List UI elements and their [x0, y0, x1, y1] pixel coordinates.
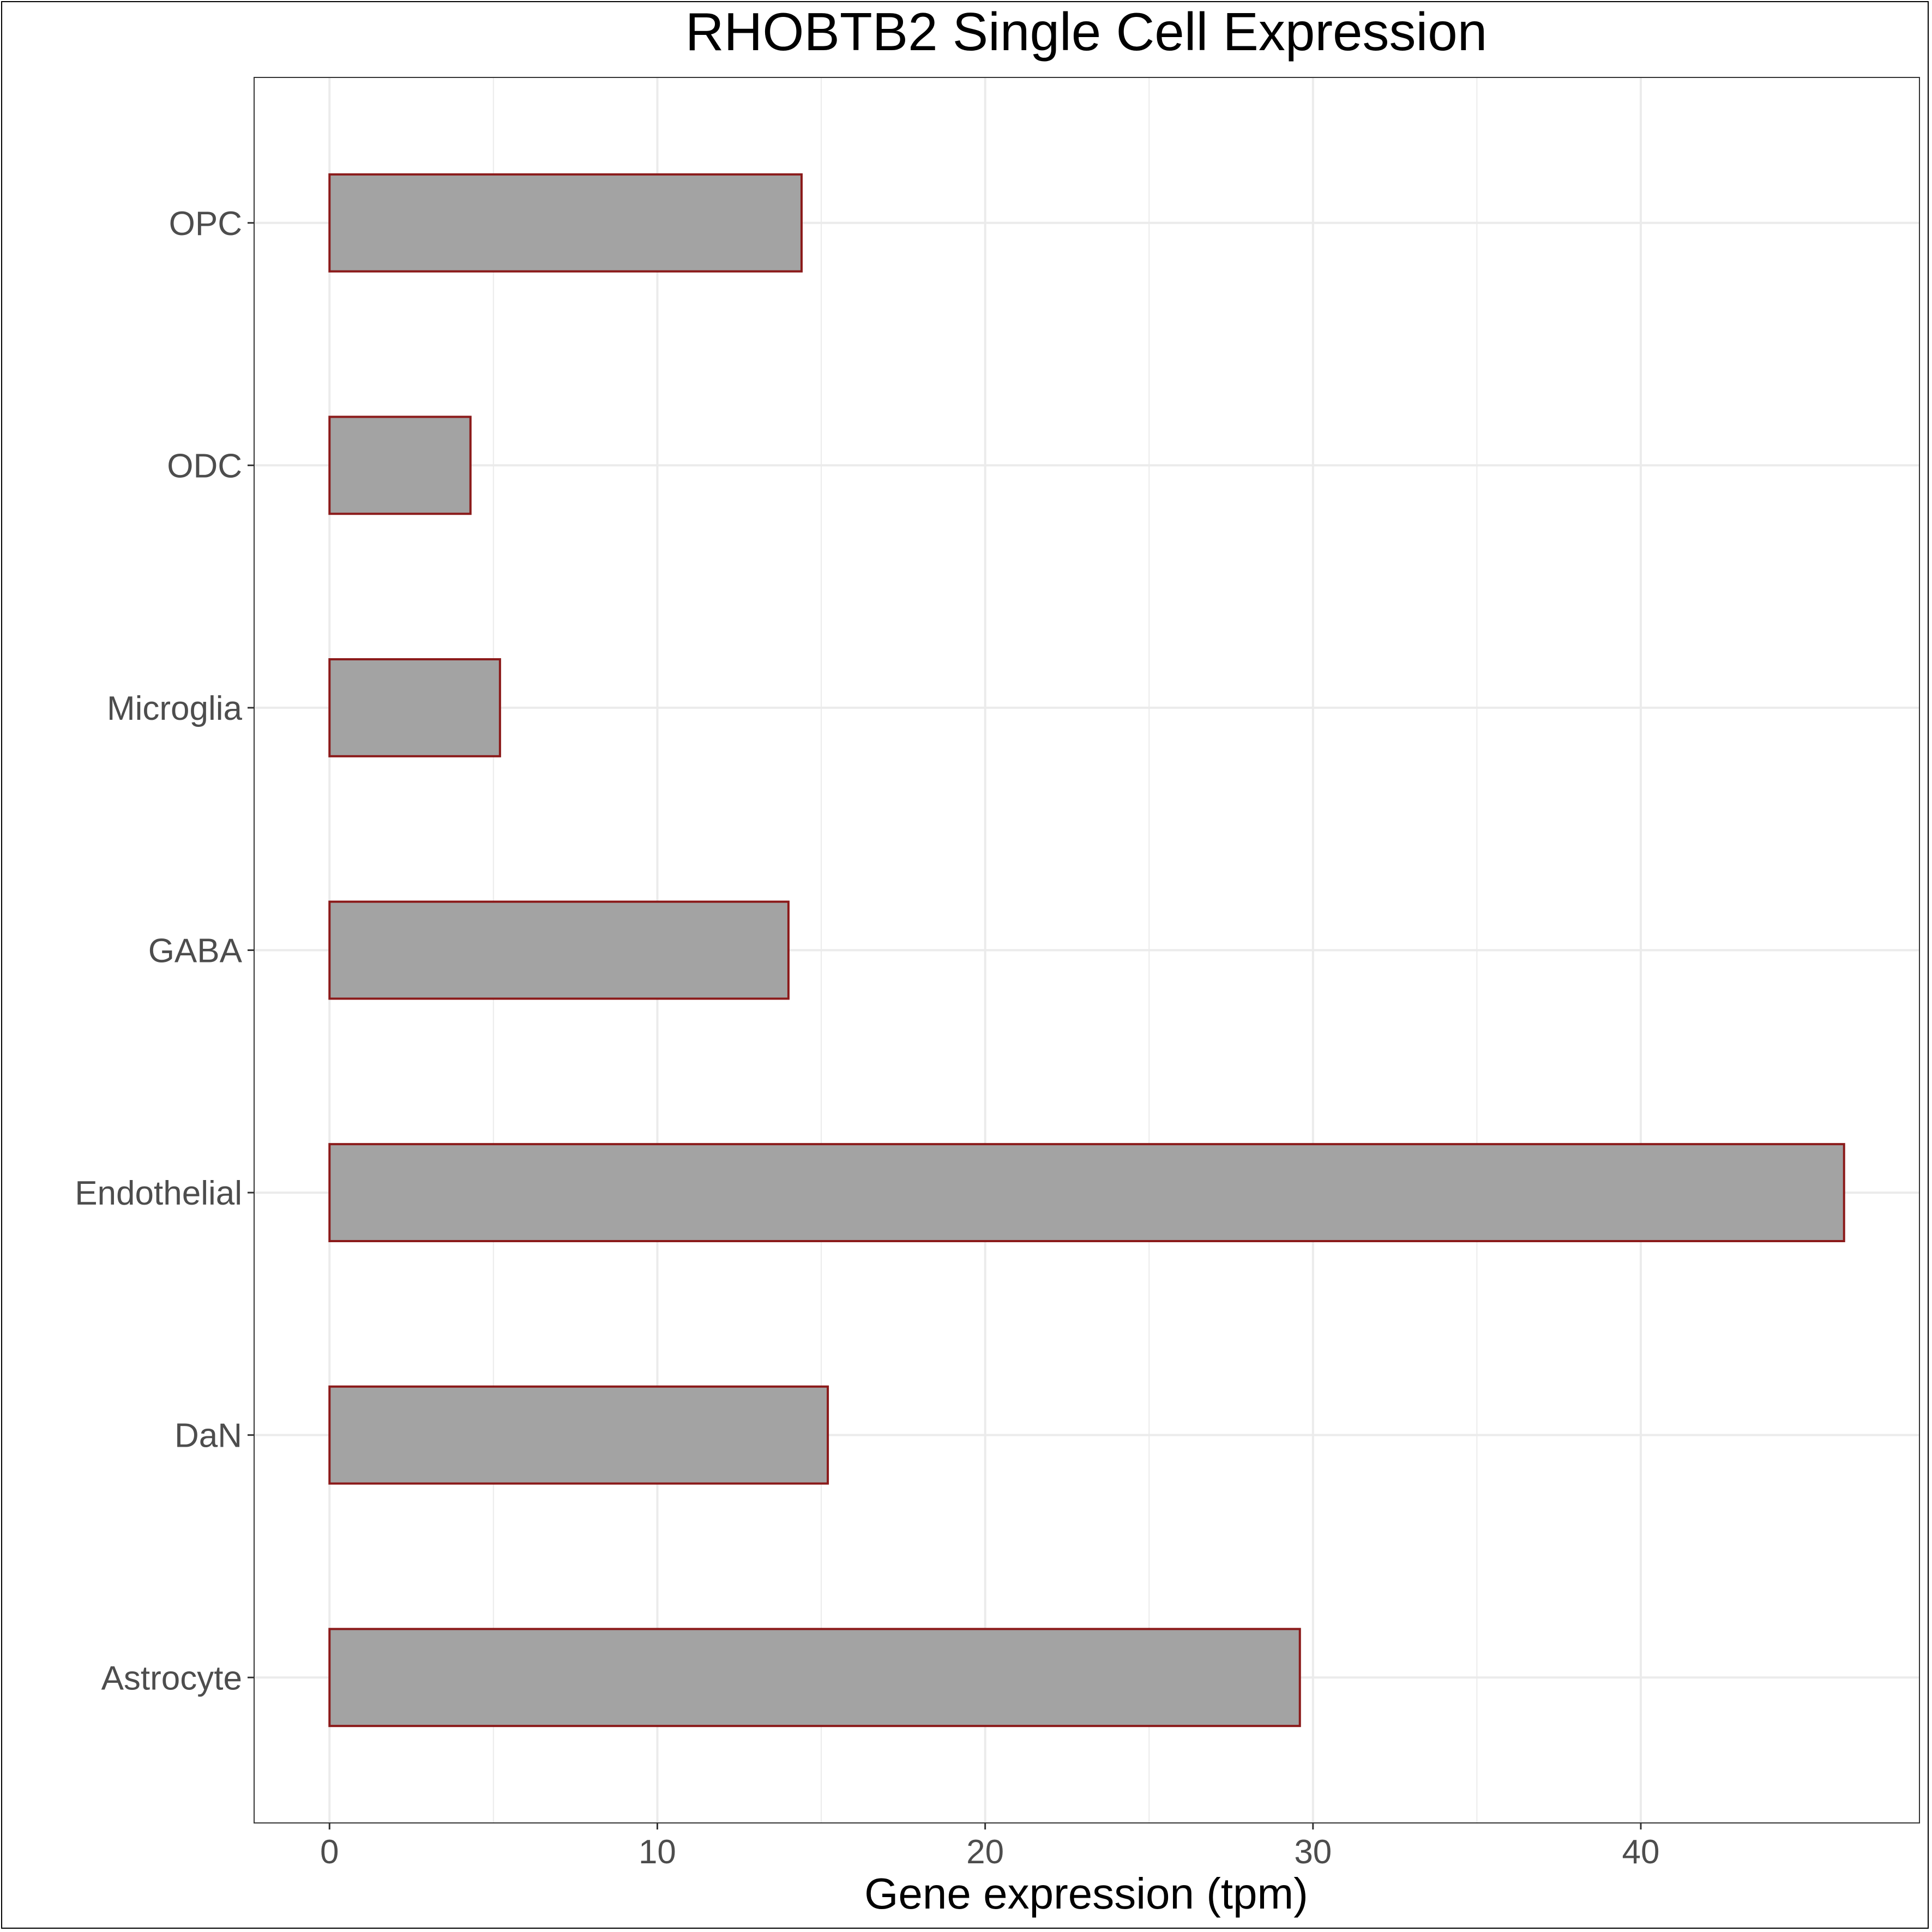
y-tick-label: Microglia	[107, 690, 243, 727]
x-axis-title: Gene expression (tpm)	[864, 1869, 1308, 1918]
x-tick-label: 30	[1294, 1833, 1332, 1871]
bar-opc	[328, 173, 803, 273]
x-tick-label: 40	[1622, 1833, 1660, 1871]
y-tick-label: ODC	[167, 447, 242, 485]
bar-dan	[328, 1385, 829, 1485]
x-tick-label: 20	[966, 1833, 1004, 1871]
x-tick-label: 10	[639, 1833, 676, 1871]
x-axis: 0 10 20 30 40	[320, 1823, 1659, 1871]
bar-astrocyte	[328, 1628, 1301, 1728]
y-axis: Astrocyte DaN Endothelial GABA Microglia ODC O…	[75, 205, 254, 1697]
y-tick-label: GABA	[148, 932, 243, 970]
bar-gaba	[328, 900, 790, 1000]
bar-endothelial	[328, 1143, 1845, 1243]
y-tick-label: OPC	[169, 205, 242, 243]
bar-odc	[328, 416, 472, 515]
y-tick-label: Astrocyte	[101, 1659, 242, 1697]
chart-title: RHOBTB2 Single Cell Expression	[685, 2, 1488, 62]
x-tick-label: 0	[320, 1833, 339, 1871]
y-tick-label: DaN	[174, 1417, 242, 1455]
bars	[328, 173, 1845, 1728]
y-tick-label: Endothelial	[75, 1175, 242, 1212]
bar-microglia	[328, 658, 501, 757]
